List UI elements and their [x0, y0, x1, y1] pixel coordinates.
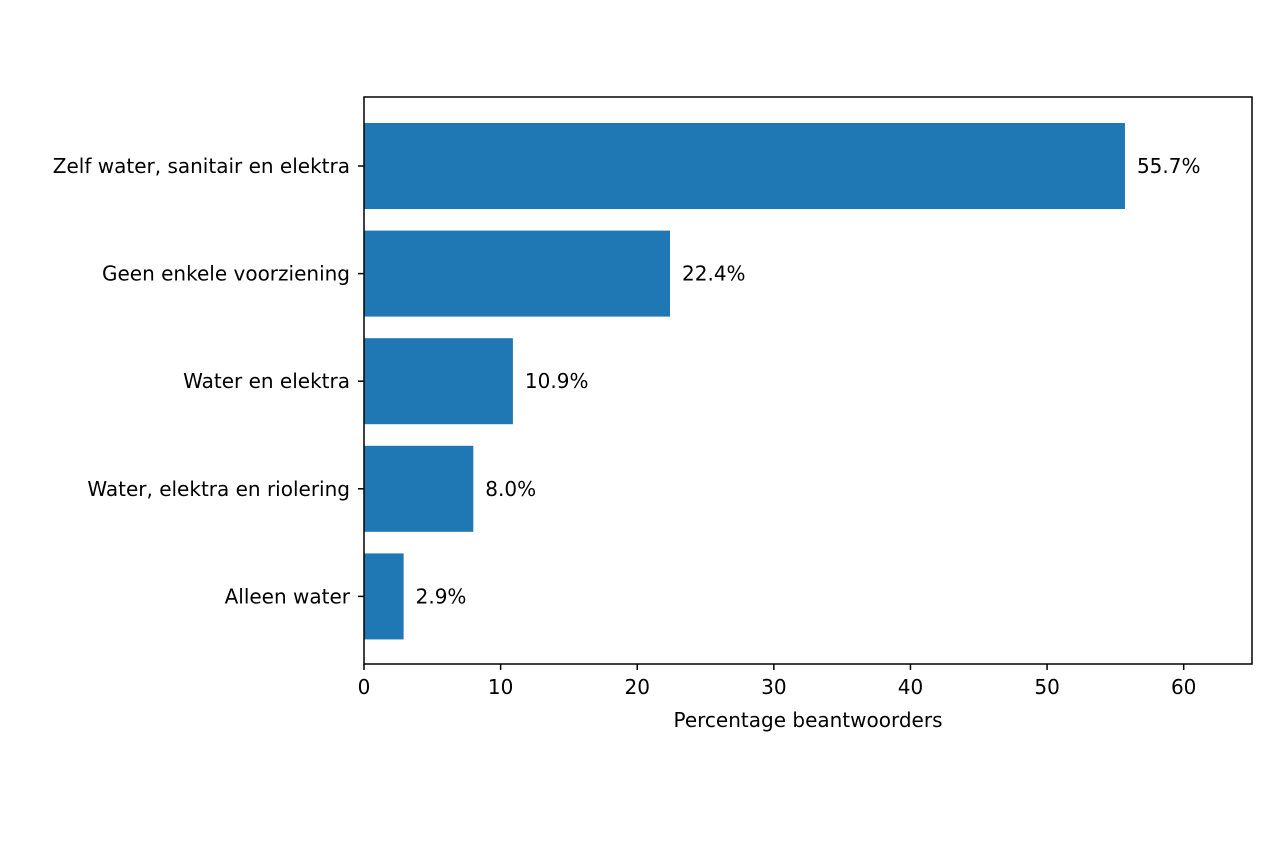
bar-value-label: 10.9%	[525, 369, 589, 393]
ticks-layer: 0 10 20 30 40 50 60	[358, 165, 1196, 699]
bar-value-label: 22.4%	[682, 262, 746, 286]
x-tick-label: 20	[625, 675, 650, 699]
x-axis-title: Percentage beantwoorders	[674, 708, 943, 732]
x-tick-label: 40	[898, 675, 923, 699]
y-tick-label: Alleen water	[225, 584, 351, 608]
bars-layer	[364, 123, 1125, 640]
bar	[364, 553, 404, 640]
y-tick-label: Geen enkele voorziening	[102, 262, 350, 286]
x-tick-label: 10	[488, 675, 513, 699]
labels-layer: Zelf water, sanitair en elektra 55.7% Geen…	[53, 154, 1201, 608]
bar	[364, 445, 474, 532]
x-tick-label: 0	[358, 675, 371, 699]
y-tick-label: Zelf water, sanitair en elektra	[53, 154, 350, 178]
bar	[364, 338, 513, 425]
bar	[364, 123, 1125, 209]
bar	[364, 230, 671, 317]
bar-value-label: 2.9%	[416, 584, 467, 608]
y-tick-label: Water, elektra en riolering	[87, 477, 350, 501]
bar-value-label: 8.0%	[485, 477, 536, 501]
y-tick-label: Water en elektra	[183, 369, 350, 393]
x-tick-label: 30	[761, 675, 786, 699]
x-tick-label: 60	[1171, 675, 1196, 699]
bar-value-label: 55.7%	[1137, 154, 1201, 178]
x-tick-label: 50	[1034, 675, 1059, 699]
